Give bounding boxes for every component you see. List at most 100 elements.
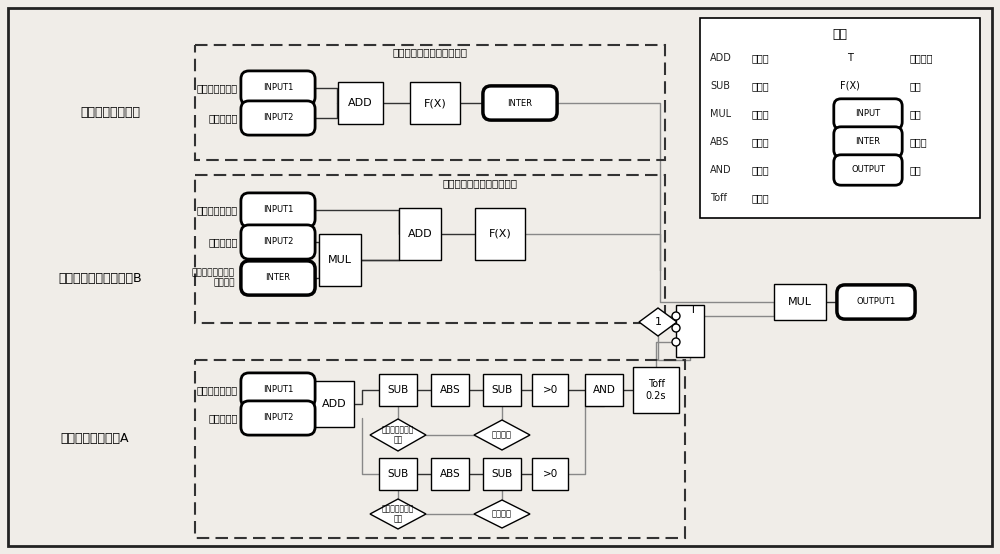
Text: 中间值: 中间值: [910, 137, 928, 147]
Bar: [431, 374, 469, 406]
Bar: [532, 458, 568, 490]
FancyBboxPatch shape: [241, 261, 315, 295]
Text: 非线性区判断模块A: 非线性区判断模块A: [61, 432, 129, 444]
Text: ADD: ADD: [348, 98, 372, 108]
Text: 第一非线性区中
心点: 第一非线性区中 心点: [382, 425, 414, 445]
Text: 调频流量值: 调频流量值: [209, 413, 238, 423]
Text: OUTPUT: OUTPUT: [851, 166, 885, 175]
Text: Toff
0.2s: Toff 0.2s: [646, 379, 666, 401]
Text: 第二非线性区中
心点: 第二非线性区中 心点: [382, 504, 414, 524]
Text: OUTPUT1: OUTPUT1: [856, 297, 896, 306]
Text: INPUT1: INPUT1: [263, 84, 293, 93]
FancyBboxPatch shape: [241, 373, 315, 407]
Text: MUL: MUL: [710, 109, 731, 119]
Text: SUB: SUB: [710, 81, 730, 91]
Polygon shape: [474, 500, 530, 528]
Text: MUL: MUL: [788, 297, 812, 307]
Text: 条件转换: 条件转换: [910, 53, 934, 63]
Text: 减法器: 减法器: [752, 81, 770, 91]
Text: Toff: Toff: [710, 193, 727, 203]
Bar: [195, 175, 665, 323]
Polygon shape: [474, 420, 530, 450]
Circle shape: [672, 324, 680, 332]
Text: AND: AND: [593, 385, 615, 395]
Bar: [483, 374, 521, 406]
Text: 1: 1: [654, 317, 662, 327]
Text: F(X): F(X): [489, 229, 511, 239]
Text: INPUT: INPUT: [855, 110, 881, 119]
Circle shape: [672, 338, 680, 346]
Text: 绝对值: 绝对值: [752, 137, 770, 147]
FancyBboxPatch shape: [483, 86, 557, 120]
Text: 延时器: 延时器: [752, 193, 770, 203]
Text: 调频流量值: 调频流量值: [209, 113, 238, 123]
Bar: [314, 381, 354, 427]
FancyBboxPatch shape: [241, 101, 315, 135]
Bar: [585, 374, 623, 406]
Text: INPUT1: INPUT1: [263, 206, 293, 214]
Text: INTER: INTER: [856, 137, 881, 146]
Text: 阀门流量给定值: 阀门流量给定值: [197, 205, 238, 215]
Text: INTER: INTER: [508, 99, 532, 107]
Text: 输入: 输入: [910, 109, 922, 119]
Text: >0: >0: [542, 385, 558, 395]
Text: >0: >0: [542, 469, 558, 479]
Text: 逻辑与: 逻辑与: [752, 165, 770, 175]
Bar: [431, 458, 469, 490]
Bar: [475, 208, 525, 260]
Bar: [532, 374, 568, 406]
FancyBboxPatch shape: [834, 127, 902, 157]
Bar: [700, 18, 980, 218]
Text: ABS: ABS: [710, 137, 729, 147]
Bar: [319, 234, 361, 286]
Text: INPUT1: INPUT1: [263, 386, 293, 394]
FancyBboxPatch shape: [834, 155, 902, 185]
FancyBboxPatch shape: [241, 71, 315, 105]
Text: ADD: ADD: [322, 399, 346, 409]
Text: T: T: [690, 305, 696, 315]
Polygon shape: [370, 499, 426, 529]
Bar: [399, 208, 441, 260]
Bar: [379, 458, 417, 490]
Circle shape: [672, 312, 680, 320]
Text: 死区范围: 死区范围: [492, 510, 512, 519]
Text: 示例: 示例: [832, 28, 848, 40]
Text: MUL: MUL: [328, 255, 352, 265]
Text: SUB: SUB: [491, 469, 513, 479]
Text: SUB: SUB: [387, 469, 409, 479]
Text: 阀门非线性区二次补偿函数: 阀门非线性区二次补偿函数: [442, 178, 518, 188]
Text: 加法器: 加法器: [752, 53, 770, 63]
Text: 输出: 输出: [910, 165, 922, 175]
FancyBboxPatch shape: [241, 193, 315, 227]
FancyBboxPatch shape: [241, 401, 315, 435]
Polygon shape: [639, 308, 677, 336]
Text: 死区范围: 死区范围: [492, 430, 512, 439]
Polygon shape: [370, 419, 426, 451]
Text: INPUT2: INPUT2: [263, 238, 293, 247]
Text: ADD: ADD: [408, 229, 432, 239]
Text: 乘法器: 乘法器: [752, 109, 770, 119]
Text: 阀门流量给定值: 阀门流量给定值: [197, 385, 238, 395]
Text: AND: AND: [710, 165, 732, 175]
Bar: [410, 82, 460, 124]
Text: F(X): F(X): [424, 98, 446, 108]
Text: 阀门非线性区一次补偿函数: 阀门非线性区一次补偿函数: [392, 47, 468, 57]
Bar: [195, 45, 665, 160]
Text: ADD: ADD: [710, 53, 732, 63]
Bar: [338, 82, 382, 124]
FancyBboxPatch shape: [837, 285, 915, 319]
Text: F(X): F(X): [840, 81, 860, 91]
Bar: [633, 367, 679, 413]
Text: ABS: ABS: [440, 469, 460, 479]
FancyBboxPatch shape: [834, 99, 902, 129]
Bar: [676, 305, 704, 357]
Text: INPUT2: INPUT2: [263, 114, 293, 122]
Text: 阀门非线性区一次
补偿系数: 阀门非线性区一次 补偿系数: [192, 268, 235, 288]
Text: SUB: SUB: [387, 385, 409, 395]
Bar: [195, 360, 685, 538]
FancyBboxPatch shape: [241, 225, 315, 259]
Bar: [483, 458, 521, 490]
Text: INTER: INTER: [266, 274, 290, 283]
Text: 非线性区二次补偿模块B: 非线性区二次补偿模块B: [58, 271, 142, 285]
Text: 阀门流量给定值: 阀门流量给定值: [197, 83, 238, 93]
